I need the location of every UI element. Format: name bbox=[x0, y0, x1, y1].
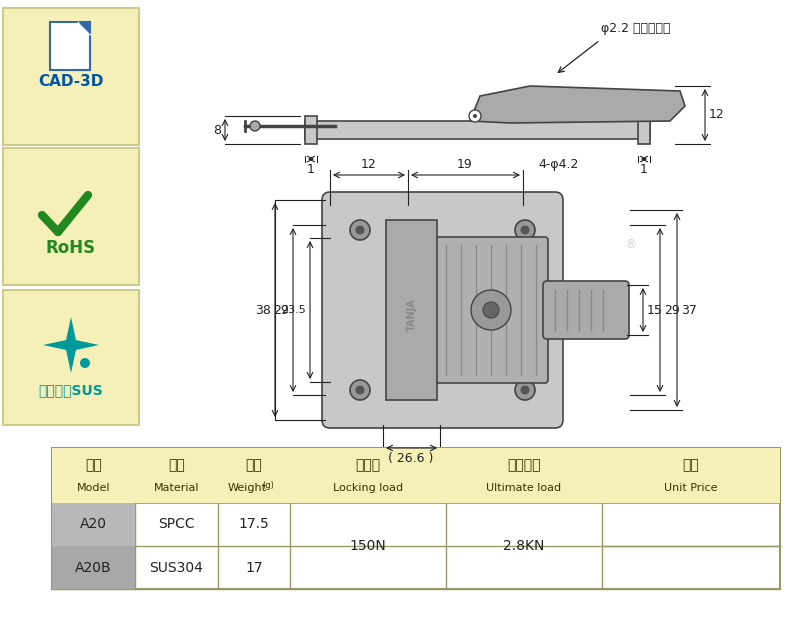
Text: 17.5: 17.5 bbox=[239, 518, 269, 532]
Polygon shape bbox=[470, 86, 685, 123]
Text: 单价: 单价 bbox=[683, 458, 699, 473]
Text: 锁紧力: 锁紧力 bbox=[356, 458, 381, 473]
FancyBboxPatch shape bbox=[3, 148, 139, 285]
Circle shape bbox=[80, 358, 90, 368]
Text: 重量: 重量 bbox=[246, 458, 262, 473]
Circle shape bbox=[521, 386, 529, 394]
Text: Ultimate load: Ultimate load bbox=[487, 483, 562, 493]
Text: TANJA: TANJA bbox=[419, 279, 560, 321]
Text: SPCC: SPCC bbox=[158, 518, 195, 532]
Text: 29: 29 bbox=[664, 304, 679, 317]
Text: 型号: 型号 bbox=[85, 458, 102, 473]
Text: 极限荷载: 极限荷载 bbox=[507, 458, 540, 473]
Polygon shape bbox=[78, 22, 90, 34]
Text: 12: 12 bbox=[361, 158, 377, 171]
Circle shape bbox=[515, 220, 535, 240]
Circle shape bbox=[515, 380, 535, 400]
Text: 38: 38 bbox=[255, 304, 271, 317]
Text: Model: Model bbox=[77, 483, 111, 493]
Circle shape bbox=[483, 302, 499, 318]
Text: 8: 8 bbox=[213, 124, 221, 136]
Text: 天甲工业: 天甲工业 bbox=[506, 315, 554, 335]
Text: Material: Material bbox=[154, 483, 199, 493]
FancyBboxPatch shape bbox=[305, 121, 650, 139]
Text: 4-φ4.2: 4-φ4.2 bbox=[538, 158, 578, 171]
Circle shape bbox=[350, 220, 370, 240]
Text: 150N: 150N bbox=[350, 539, 386, 553]
Text: φ2.2 可插安全销: φ2.2 可插安全销 bbox=[601, 22, 671, 35]
Text: ( 26.6 ): ( 26.6 ) bbox=[389, 452, 434, 465]
FancyBboxPatch shape bbox=[305, 116, 317, 144]
Text: Unit Price: Unit Price bbox=[664, 483, 718, 493]
FancyBboxPatch shape bbox=[435, 237, 548, 383]
Text: 12: 12 bbox=[709, 108, 724, 121]
Text: ®: ® bbox=[624, 238, 636, 251]
Text: RoHS: RoHS bbox=[46, 239, 96, 257]
Circle shape bbox=[356, 386, 364, 394]
FancyBboxPatch shape bbox=[638, 116, 650, 144]
Polygon shape bbox=[43, 317, 99, 373]
FancyBboxPatch shape bbox=[52, 448, 780, 503]
Text: (g): (g) bbox=[262, 481, 274, 490]
Circle shape bbox=[350, 380, 370, 400]
Text: 1: 1 bbox=[307, 163, 315, 176]
Circle shape bbox=[471, 290, 511, 330]
FancyBboxPatch shape bbox=[3, 8, 139, 145]
Text: CAD-3D: CAD-3D bbox=[38, 75, 103, 90]
FancyBboxPatch shape bbox=[52, 546, 135, 589]
Text: 29: 29 bbox=[273, 304, 289, 317]
Circle shape bbox=[521, 226, 529, 234]
Text: 材质: 材质 bbox=[168, 458, 185, 473]
Text: TANJA: TANJA bbox=[407, 299, 416, 332]
Circle shape bbox=[250, 121, 260, 131]
Text: 19: 19 bbox=[457, 158, 473, 171]
FancyBboxPatch shape bbox=[50, 22, 90, 70]
Text: 23.5: 23.5 bbox=[281, 305, 306, 315]
Circle shape bbox=[473, 114, 477, 118]
Circle shape bbox=[469, 110, 481, 122]
Text: 17: 17 bbox=[245, 560, 263, 575]
FancyBboxPatch shape bbox=[3, 290, 139, 425]
Text: A20: A20 bbox=[80, 518, 107, 532]
FancyBboxPatch shape bbox=[52, 503, 135, 546]
FancyBboxPatch shape bbox=[52, 448, 780, 589]
Text: A20B: A20B bbox=[75, 560, 112, 575]
Text: Locking load: Locking load bbox=[333, 483, 403, 493]
Text: Weight: Weight bbox=[228, 483, 266, 493]
FancyBboxPatch shape bbox=[322, 192, 563, 428]
FancyBboxPatch shape bbox=[543, 281, 629, 339]
FancyBboxPatch shape bbox=[386, 220, 437, 400]
Text: 2.8KN: 2.8KN bbox=[503, 539, 544, 553]
Text: 37: 37 bbox=[681, 304, 697, 317]
Circle shape bbox=[356, 226, 364, 234]
Text: SUS304: SUS304 bbox=[149, 560, 204, 575]
Text: 1: 1 bbox=[640, 163, 648, 176]
Text: 15: 15 bbox=[647, 304, 663, 317]
Text: 不锈锤－SUS: 不锈锤－SUS bbox=[39, 383, 103, 397]
